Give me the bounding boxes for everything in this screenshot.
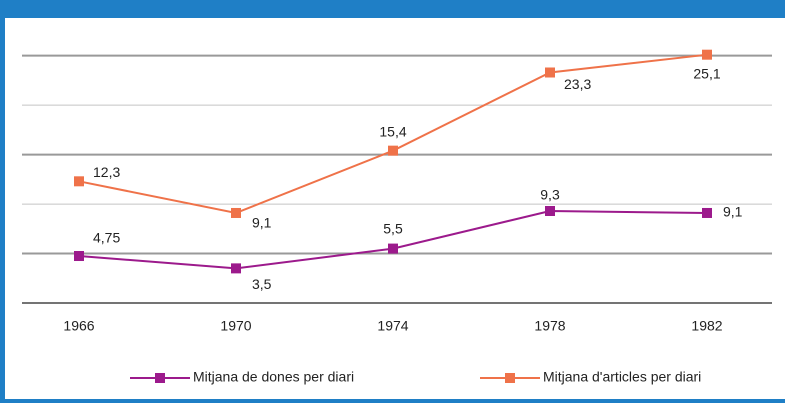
data-label: 9,1 <box>723 204 743 220</box>
x-tick-label: 1982 <box>691 318 722 334</box>
data-label: 9,3 <box>540 187 560 203</box>
point-marker <box>545 205 555 216</box>
bottom-border <box>0 399 785 403</box>
legend-marker <box>155 373 165 383</box>
point-marker <box>388 243 398 254</box>
title-bar <box>0 0 785 18</box>
data-label: 15,4 <box>379 123 406 139</box>
data-label: 3,5 <box>252 276 272 292</box>
x-tick-label: 1978 <box>534 318 565 334</box>
data-label: 4,75 <box>93 230 120 246</box>
x-tick-label: 1966 <box>63 318 94 334</box>
point-marker <box>702 49 712 60</box>
legend-label: Mitjana de dones per diari <box>193 369 354 385</box>
data-label: 5,5 <box>383 220 403 236</box>
legend-label: Mitjana d'articles per diari <box>543 369 701 385</box>
point-marker <box>231 207 241 218</box>
point-marker <box>74 176 84 187</box>
x-tick-label: 1970 <box>220 318 251 334</box>
data-label: 9,1 <box>252 215 272 231</box>
point-marker <box>702 207 712 218</box>
legend-marker <box>505 373 515 383</box>
point-marker <box>388 145 398 156</box>
data-label: 23,3 <box>564 76 591 92</box>
left-border <box>0 0 5 403</box>
data-label: 25,1 <box>693 65 720 81</box>
x-tick-label: 1974 <box>377 318 408 334</box>
point-marker <box>74 251 84 262</box>
data-label: 12,3 <box>93 164 120 180</box>
point-marker <box>231 263 241 274</box>
point-marker <box>545 67 555 78</box>
